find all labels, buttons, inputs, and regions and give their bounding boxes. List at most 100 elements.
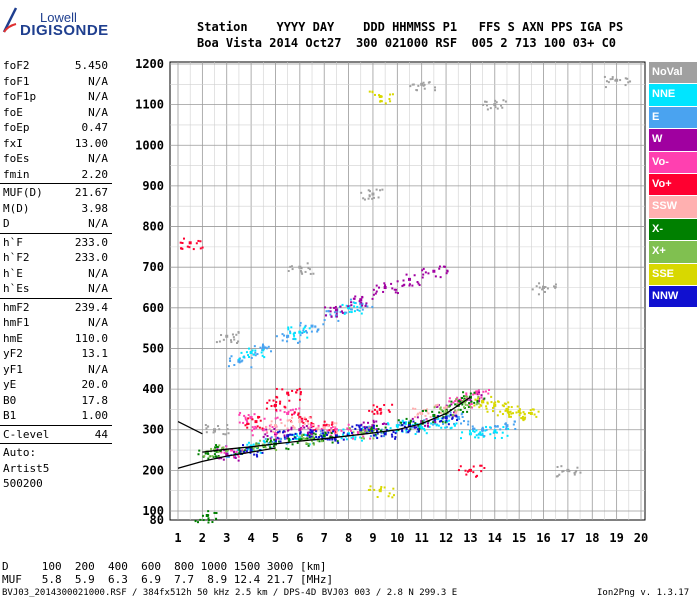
- echo-point: [315, 436, 318, 439]
- echo-point: [353, 310, 356, 313]
- echo-point: [574, 471, 577, 474]
- echo-point: [401, 284, 404, 287]
- data-point: [298, 436, 302, 440]
- echo-point: [431, 410, 434, 413]
- echo-point: [468, 403, 471, 406]
- echo-point: [450, 403, 453, 406]
- echo-point: [304, 438, 307, 441]
- echo-point: [476, 390, 479, 393]
- echo-point: [443, 406, 446, 409]
- echo-point: [286, 419, 289, 422]
- echo-point: [194, 520, 197, 523]
- echo-point: [518, 408, 521, 411]
- echo-point: [426, 419, 429, 422]
- echo-point: [409, 420, 412, 423]
- echo-point: [481, 401, 484, 404]
- x-tick-label: 13: [463, 531, 477, 545]
- echo-point: [358, 309, 361, 312]
- echo-point: [464, 403, 467, 406]
- echo-point: [512, 423, 515, 426]
- echo-point: [537, 293, 540, 296]
- echo-point: [411, 417, 414, 420]
- echo-point: [440, 409, 443, 412]
- echo-point: [367, 197, 370, 200]
- echo-point: [257, 442, 260, 445]
- echo-point: [383, 431, 386, 434]
- echo-point: [496, 425, 499, 428]
- echo-point: [275, 335, 278, 338]
- param-row: fxI 13.00: [0, 136, 112, 152]
- echo-point: [413, 274, 416, 277]
- param-row: 500200: [0, 476, 112, 492]
- echo-point: [489, 426, 492, 429]
- echo-point: [447, 423, 450, 426]
- echo-point: [408, 429, 411, 432]
- echo-point: [212, 431, 215, 434]
- echo-point: [505, 426, 508, 429]
- echo-point: [371, 410, 374, 413]
- echo-point: [337, 429, 340, 432]
- x-tick-label: 16: [536, 531, 550, 545]
- echo-point: [475, 434, 478, 437]
- echo-point: [471, 406, 474, 409]
- echo-point: [217, 445, 220, 448]
- echo-point: [335, 432, 338, 435]
- data-point: [371, 192, 375, 196]
- echo-point: [485, 100, 488, 103]
- param-row: h`F 233.0: [0, 235, 112, 251]
- echo-point: [514, 427, 517, 430]
- echo-point: [306, 262, 309, 265]
- echo-point: [359, 436, 362, 439]
- data-point: [213, 428, 217, 432]
- echo-point: [516, 405, 519, 408]
- echo-point: [348, 310, 351, 313]
- echo-point: [357, 424, 360, 427]
- echo-point: [471, 425, 474, 428]
- echo-point: [417, 428, 420, 431]
- echo-point: [305, 425, 308, 428]
- echo-point: [379, 189, 382, 192]
- echo-point: [246, 423, 249, 426]
- echo-point: [537, 410, 540, 413]
- echo-point: [324, 306, 327, 309]
- param-row: MUF(D) 21.67: [0, 185, 112, 201]
- echo-point: [276, 416, 279, 419]
- echo-point: [527, 411, 530, 414]
- echo-point: [513, 420, 516, 423]
- echo-point: [383, 435, 386, 438]
- data-point: [517, 409, 521, 413]
- echo-point: [531, 288, 534, 291]
- echo-point: [350, 311, 353, 314]
- echo-point: [312, 272, 315, 275]
- echo-point: [196, 521, 199, 524]
- echo-point: [362, 197, 365, 200]
- legend-item: SSE: [649, 263, 697, 285]
- echo-point: [446, 414, 449, 417]
- echo-point: [253, 345, 256, 348]
- data-point: [468, 432, 472, 436]
- echo-point: [292, 437, 295, 440]
- echo-point: [383, 404, 386, 407]
- x-tick-label: 7: [321, 531, 328, 545]
- echo-point: [300, 271, 303, 274]
- echo-point: [485, 104, 488, 107]
- echo-point: [265, 407, 268, 410]
- echo-point: [295, 437, 298, 440]
- echo-point: [254, 354, 257, 357]
- echo-point: [405, 417, 408, 420]
- echo-point: [213, 453, 216, 456]
- echo-point: [287, 394, 290, 397]
- param-row: h`E N/A: [0, 266, 112, 282]
- param-value: 3.98: [81, 201, 109, 215]
- echo-point: [261, 343, 264, 346]
- echo-point: [320, 434, 323, 437]
- param-separator: [0, 232, 112, 234]
- echo-point: [424, 414, 427, 417]
- param-row: foF1 N/A: [0, 74, 112, 90]
- echo-point: [337, 319, 340, 322]
- echo-point: [314, 428, 317, 431]
- y-tick-label: 1100: [135, 98, 164, 112]
- echo-point: [459, 408, 462, 411]
- echo-point: [314, 325, 317, 328]
- echo-point: [380, 95, 383, 98]
